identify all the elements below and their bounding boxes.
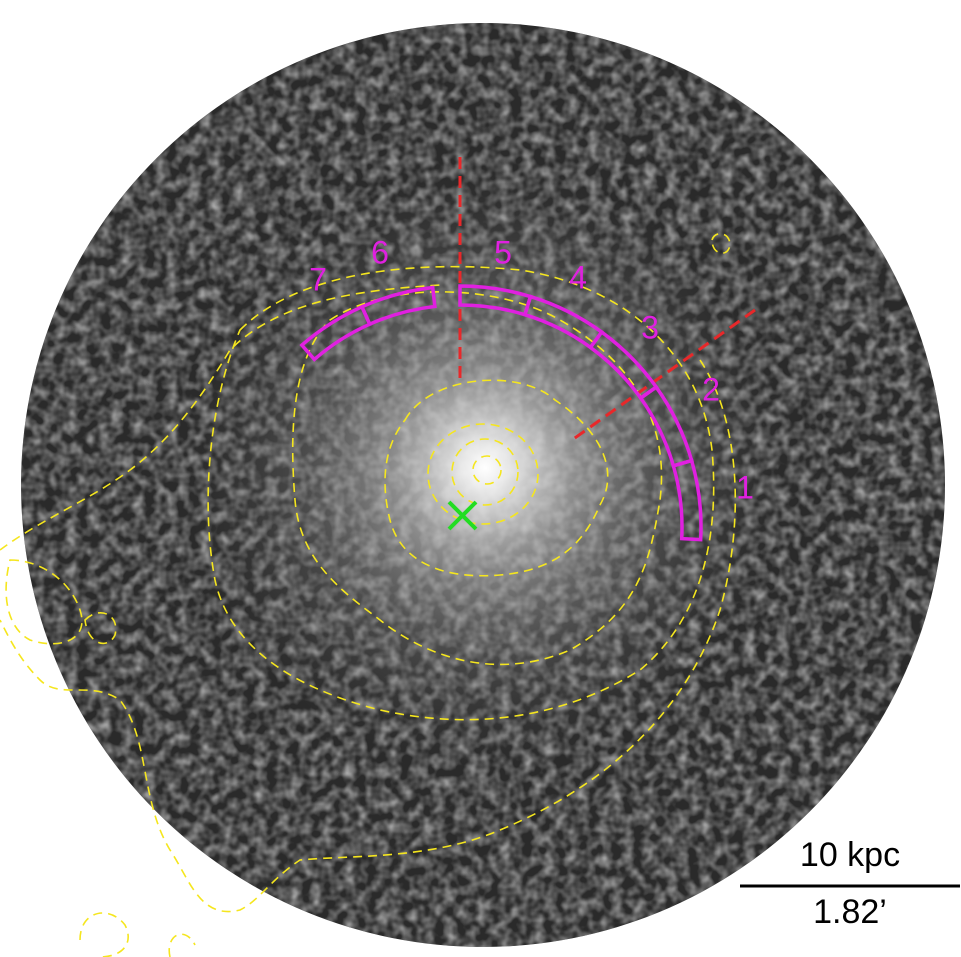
region-sector — [299, 304, 373, 362]
region-sector — [588, 329, 659, 401]
region-sector — [671, 458, 703, 542]
region-label: 4 — [569, 259, 587, 295]
region-label: 3 — [641, 309, 659, 345]
region-sector — [638, 384, 694, 468]
region-sector — [359, 285, 437, 327]
region-sector — [522, 294, 605, 350]
center-marker — [447, 500, 478, 531]
scale-bottom: 1.82’ — [813, 893, 887, 931]
regions — [299, 284, 703, 542]
scale-top: 10 kpc — [800, 836, 900, 874]
region-sector — [458, 284, 533, 317]
region-label: 5 — [494, 234, 512, 270]
region-label: 2 — [702, 371, 720, 407]
region-label: 1 — [736, 469, 754, 505]
contours — [0, 232, 737, 957]
region-label: 6 — [371, 234, 389, 270]
region-label: 7 — [309, 261, 327, 297]
